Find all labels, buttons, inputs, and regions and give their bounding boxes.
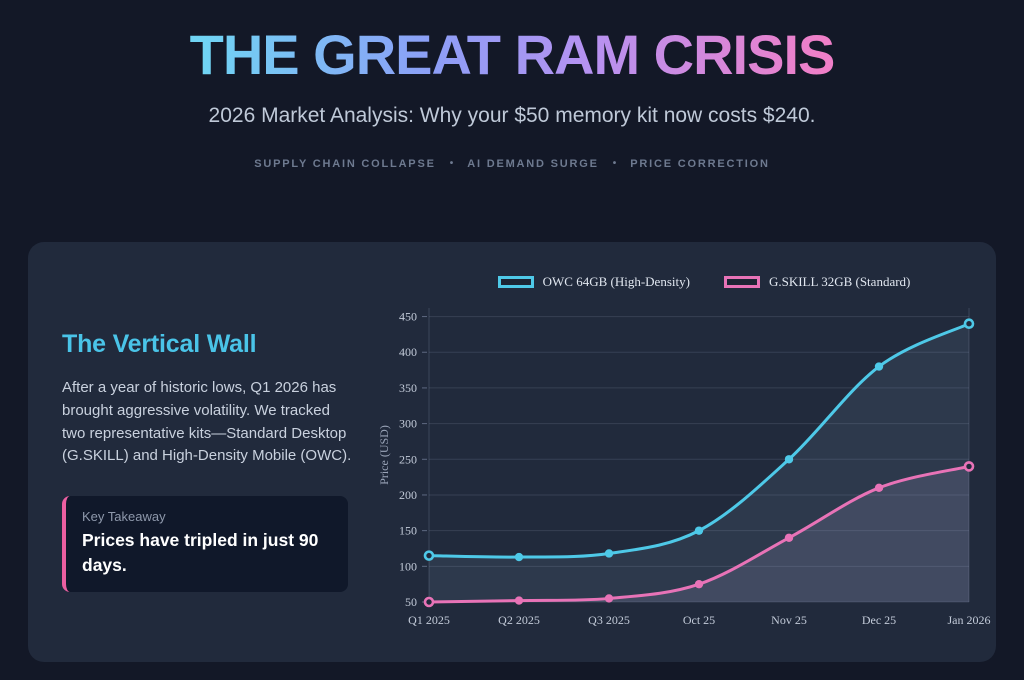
- area-fill-series-1: [429, 466, 969, 602]
- data-point-marker: [423, 596, 435, 608]
- data-point-marker: [423, 550, 435, 561]
- y-tick-label: 100: [399, 559, 417, 573]
- analysis-text-panel: The Vertical Wall After a year of histor…: [28, 242, 358, 662]
- y-axis-label: Price (USD): [377, 425, 391, 485]
- legend-swatch-icon: [723, 276, 760, 288]
- chart-canvas: 50 100 150 200 250 300 350 400 450 Q1 2025 Q2 2025…: [377, 308, 991, 627]
- legend-label: G.SKILL 32GB (Standard): [768, 274, 911, 289]
- tag-supply-chain-collapse: SUPPLY CHAIN COLLAPSE: [254, 157, 436, 170]
- bullet-separator-icon: •: [612, 158, 617, 170]
- header: THE GREAT RAM CRISIS 2026 Market Analysi…: [0, 0, 1024, 170]
- data-point-marker: [874, 362, 884, 371]
- tag-ai-demand-surge: AI DEMAND SURGE: [467, 157, 599, 170]
- data-point-marker: [694, 579, 704, 589]
- y-tick-label: 400: [399, 345, 417, 359]
- y-tick-label: 150: [399, 524, 417, 538]
- data-point-marker: [874, 483, 884, 493]
- y-tick-label: 450: [399, 310, 417, 324]
- section-body: After a year of historic lows, Q1 2026 h…: [62, 379, 352, 465]
- data-point-marker: [514, 552, 524, 562]
- price-chart: OWC 64GB (High-Density) G.SKILL 32GB (Sta…: [375, 270, 991, 648]
- data-point-marker: [604, 594, 614, 603]
- x-tick-label: Q2 2025: [498, 613, 540, 627]
- data-point-marker: [694, 526, 704, 535]
- data-point-marker: [963, 461, 975, 472]
- analysis-card: The Vertical Wall After a year of histor…: [28, 242, 996, 662]
- legend-item-1: G.SKILL 32GB (Standard): [723, 274, 911, 290]
- x-tick-label: Nov 25: [771, 613, 807, 627]
- x-tick-label: Q1 2025: [408, 613, 450, 627]
- page-subtitle: 2026 Market Analysis: Why your $50 memor…: [208, 103, 816, 127]
- y-tick-label: 50: [405, 595, 417, 609]
- tag-list: SUPPLY CHAIN COLLAPSE • AI DEMAND SURGE …: [0, 158, 1024, 170]
- bullet-separator-icon: •: [449, 158, 454, 170]
- legend-item-0: OWC 64GB (High-Density): [497, 274, 690, 290]
- key-takeaway-callout: Key Takeaway Prices have tripled in just…: [62, 496, 348, 593]
- area-fill-series-0: [429, 323, 969, 602]
- x-tick-label: Oct 25: [683, 613, 715, 627]
- takeaway-label: Key Takeaway: [82, 509, 166, 525]
- chart-legend: OWC 64GB (High-Density) G.SKILL 32GB (Sta…: [375, 270, 987, 294]
- y-tick-label: 300: [399, 417, 417, 431]
- y-tick-label: 350: [399, 381, 417, 395]
- legend-label: OWC 64GB (High-Density): [542, 274, 690, 289]
- data-point-marker: [963, 318, 975, 329]
- data-point-marker: [604, 549, 614, 558]
- page-title: THE GREAT RAM CRISIS: [189, 23, 836, 86]
- section-heading: The Vertical Wall: [62, 330, 257, 358]
- data-point-marker: [784, 455, 794, 464]
- data-point-marker: [784, 533, 794, 542]
- x-tick-label: Q3 2025: [588, 613, 630, 627]
- data-point-marker: [514, 596, 524, 605]
- takeaway-text: Prices have tripled in just 90 days.: [82, 530, 319, 575]
- x-tick-label: Jan 2026: [948, 613, 991, 627]
- y-tick-label: 250: [399, 452, 417, 466]
- y-tick-label: 200: [399, 488, 417, 502]
- legend-swatch-icon: [497, 276, 534, 288]
- tag-price-correction: PRICE CORRECTION: [630, 157, 770, 170]
- x-tick-label: Dec 25: [862, 613, 896, 627]
